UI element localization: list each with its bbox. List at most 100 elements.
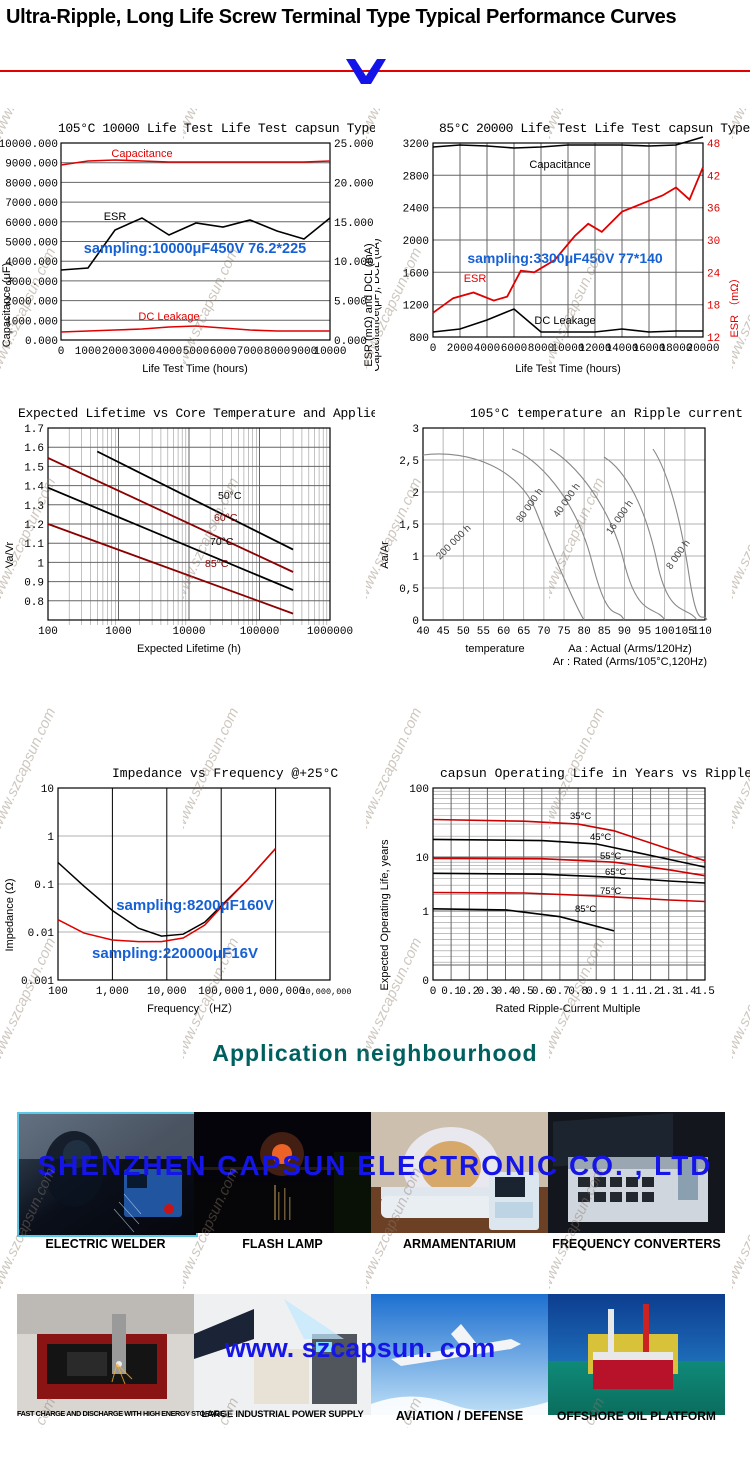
svg-text:9000.000: 9000.000 — [5, 159, 58, 171]
svg-text:capsun Operating Life in Yea: capsun Operating Life in Years vs Ripple… — [440, 766, 750, 781]
svg-text:40: 40 — [416, 626, 429, 638]
svg-text:3000.000: 3000.000 — [5, 277, 58, 289]
svg-text:DC Leakage: DC Leakage — [534, 315, 595, 327]
svg-text:15.000: 15.000 — [334, 218, 374, 230]
svg-text:Expected Lifetime vs Core Temp: Expected Lifetime vs Core Temperature an… — [18, 406, 375, 421]
svg-text:Life Test Time (hours): Life Test Time (hours) — [142, 363, 248, 375]
svg-text:0: 0 — [430, 986, 437, 998]
svg-text:0.8: 0.8 — [24, 597, 44, 609]
svg-text:2000: 2000 — [403, 236, 429, 248]
svg-text:35°C: 35°C — [570, 811, 591, 822]
svg-text:1000: 1000 — [105, 626, 131, 638]
svg-text:1.5: 1.5 — [695, 986, 715, 998]
svg-text:1.3: 1.3 — [24, 501, 44, 513]
svg-text:30: 30 — [707, 236, 720, 248]
svg-text:10,000: 10,000 — [147, 986, 187, 998]
svg-text:10000: 10000 — [313, 346, 346, 358]
svg-text:1.5: 1.5 — [24, 462, 44, 474]
svg-text:100: 100 — [38, 626, 58, 638]
svg-text:60: 60 — [497, 626, 510, 638]
svg-text:Capacitance: Capacitance — [111, 148, 172, 160]
svg-text:Expected Lifetime (h): Expected Lifetime (h) — [137, 643, 241, 655]
svg-text:1.3: 1.3 — [659, 986, 679, 998]
svg-text:75: 75 — [557, 626, 570, 638]
svg-text:110: 110 — [692, 626, 712, 638]
svg-text:1: 1 — [47, 832, 54, 844]
svg-text:85°C 20000 Life Test Life Test: 85°C 20000 Life Test Life Test capsun Ty… — [439, 121, 750, 136]
svg-text:105°C temperature an Ripple cu: 105°C temperature an Ripple current — [470, 406, 743, 421]
svg-text:90: 90 — [618, 626, 631, 638]
svg-text:20000: 20000 — [686, 343, 719, 355]
svg-text:1: 1 — [422, 907, 429, 919]
svg-text:65°C: 65°C — [605, 867, 626, 878]
svg-text:4000: 4000 — [474, 343, 500, 355]
svg-text:70°C: 70°C — [210, 536, 234, 548]
svg-text:24: 24 — [707, 268, 721, 280]
svg-text:0.6: 0.6 — [532, 986, 552, 998]
svg-text:0.9: 0.9 — [24, 578, 44, 590]
svg-text:40 000 h: 40 000 h — [551, 482, 582, 520]
svg-text:85°C: 85°C — [205, 558, 229, 570]
svg-text:2000: 2000 — [102, 346, 128, 358]
svg-text:1: 1 — [37, 558, 44, 570]
svg-text:75°C: 75°C — [600, 886, 621, 897]
svg-text:Capacitance (μF): Capacitance (μF) — [1, 263, 13, 348]
svg-text:0: 0 — [422, 976, 429, 988]
svg-text:16 000 h: 16 000 h — [604, 499, 635, 537]
svg-text:sampling:3300μF450V 77*140: sampling:3300μF450V 77*140 — [467, 250, 663, 266]
svg-text:Aa/Ar: Aa/Ar — [379, 541, 391, 569]
svg-text:10: 10 — [41, 784, 54, 796]
svg-text:0.1: 0.1 — [34, 880, 54, 892]
svg-text:sampling:220000μF16V: sampling:220000μF16V — [92, 945, 258, 962]
svg-text:Aa : Actual (Arms/120Hz): Aa : Actual (Arms/120Hz) — [568, 643, 692, 655]
svg-text:2000.000: 2000.000 — [5, 297, 58, 309]
svg-text:8 000 h: 8 000 h — [664, 538, 692, 572]
svg-text:1,000,000: 1,000,000 — [246, 986, 305, 998]
svg-text:8000: 8000 — [264, 346, 290, 358]
svg-text:10: 10 — [416, 853, 429, 865]
svg-text:1.6: 1.6 — [24, 443, 44, 455]
svg-text:55°C: 55°C — [600, 851, 621, 862]
svg-text:ESR (mΩ) and DCL (mA): ESR (mΩ) and DCL (mA) — [363, 243, 375, 366]
svg-text:Life Test Time (hours): Life Test Time (hours) — [515, 363, 621, 375]
svg-text:temperature: temperature — [465, 643, 524, 655]
svg-text:2800: 2800 — [403, 171, 429, 183]
svg-text:8000: 8000 — [528, 343, 554, 355]
svg-text:6000.000: 6000.000 — [5, 218, 58, 230]
svg-text:Ar : Rated (Arms/105°C,120Hz): Ar : Rated (Arms/105°C,120Hz) — [553, 656, 707, 668]
svg-text:2400: 2400 — [403, 204, 429, 216]
svg-text:0.1: 0.1 — [441, 986, 461, 998]
svg-text:Rated Ripple-Current Multiple: Rated Ripple-Current Multiple — [496, 1003, 641, 1015]
svg-text:0: 0 — [430, 343, 437, 355]
svg-text:800: 800 — [409, 333, 429, 345]
svg-text:0,5: 0,5 — [399, 584, 419, 596]
svg-text:sampling:8200μF160V: sampling:8200μF160V — [116, 897, 274, 914]
svg-text:10000.000: 10000.000 — [0, 139, 58, 151]
svg-text:0.01: 0.01 — [28, 928, 55, 940]
svg-text:6000: 6000 — [210, 346, 236, 358]
svg-text:100,000: 100,000 — [198, 986, 244, 998]
svg-text:20.000: 20.000 — [334, 178, 374, 190]
svg-text:45°C: 45°C — [590, 832, 611, 843]
svg-text:Frequency （HZ）: Frequency （HZ） — [147, 1002, 239, 1015]
svg-text:1000: 1000 — [75, 346, 101, 358]
svg-text:0.2: 0.2 — [459, 986, 479, 998]
svg-text:5000.000: 5000.000 — [5, 238, 58, 250]
svg-text:Capacitance(μF), DCL (uA): Capacitance(μF), DCL (uA) — [375, 238, 382, 371]
svg-text:1,000: 1,000 — [96, 986, 129, 998]
svg-text:2000: 2000 — [447, 343, 473, 355]
svg-text:1: 1 — [412, 552, 419, 564]
svg-text:1000.000: 1000.000 — [5, 316, 58, 328]
svg-text:1600: 1600 — [403, 268, 429, 280]
svg-text:100000: 100000 — [240, 626, 280, 638]
svg-text:0.7: 0.7 — [550, 986, 570, 998]
svg-text:3200: 3200 — [403, 139, 429, 151]
svg-text:85: 85 — [598, 626, 611, 638]
svg-text:80: 80 — [577, 626, 590, 638]
svg-text:3000: 3000 — [129, 346, 155, 358]
svg-text:0.5: 0.5 — [514, 986, 534, 998]
svg-text:18: 18 — [707, 301, 720, 313]
svg-text:0.4: 0.4 — [496, 986, 516, 998]
svg-text:45: 45 — [436, 626, 449, 638]
svg-text:100: 100 — [48, 986, 68, 998]
